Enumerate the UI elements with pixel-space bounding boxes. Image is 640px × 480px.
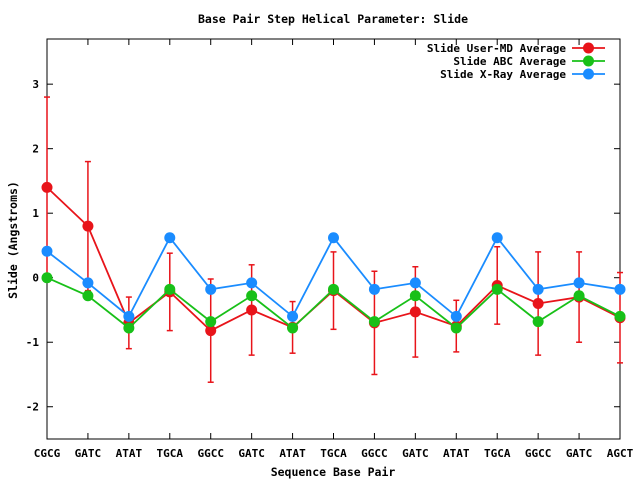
data-point [82, 220, 94, 232]
data-point [573, 277, 585, 289]
x-tick-label: ATAT [279, 447, 306, 460]
y-axis-label: Slide (Angstroms) [6, 181, 20, 299]
legend-label-1: Slide User-MD Average [427, 42, 566, 55]
data-point [614, 310, 626, 322]
data-point [409, 290, 421, 302]
data-point [532, 316, 544, 328]
data-point [123, 322, 135, 334]
data-point [614, 283, 626, 295]
data-point [41, 181, 53, 193]
data-point [368, 316, 380, 328]
data-point [328, 232, 339, 244]
data-point [573, 290, 585, 302]
series-layer [41, 181, 626, 337]
y-tick-label: 1 [32, 207, 39, 220]
data-point [287, 322, 299, 334]
data-point [409, 277, 421, 289]
y-tick-label: 0 [32, 272, 39, 285]
data-point [205, 283, 217, 295]
data-point [532, 298, 544, 310]
data-point [450, 310, 462, 322]
data-point [164, 232, 176, 244]
data-point [409, 306, 421, 318]
chart-title: Base Pair Step Helical Parameter: Slide [198, 12, 468, 26]
data-point [82, 290, 94, 302]
y-tick-label: 2 [32, 143, 39, 156]
data-point [491, 232, 503, 244]
x-tick-label: AGCT [607, 447, 634, 460]
data-point [41, 245, 53, 257]
data-point [123, 310, 135, 322]
x-tick-label: ATAT [116, 447, 143, 460]
data-point [246, 290, 258, 302]
x-tick-label: TGCA [157, 447, 184, 460]
x-tick-label: GGCC [525, 447, 552, 460]
data-point [246, 277, 258, 289]
data-point [491, 283, 503, 295]
data-point [532, 283, 544, 295]
x-tick-label: CGCG [34, 447, 61, 460]
x-tick-label: GATC [238, 447, 265, 460]
x-tick-label: GGCC [197, 447, 224, 460]
data-point [205, 316, 217, 328]
y-tick-label: -2 [26, 401, 39, 414]
x-tick-label: TGCA [320, 447, 347, 460]
data-point [164, 283, 176, 295]
data-point [328, 283, 339, 295]
data-point [82, 277, 94, 289]
x-axis-label: Sequence Base Pair [271, 465, 396, 479]
legend-swatch-marker [583, 42, 594, 54]
x-tick-label: ATAT [443, 447, 470, 460]
x-tick-label: GATC [75, 447, 102, 460]
data-point [205, 325, 217, 337]
data-point [450, 322, 462, 334]
data-point [368, 283, 380, 295]
x-tick-label: GATC [566, 447, 593, 460]
data-point [41, 272, 53, 284]
data-point [287, 310, 299, 322]
x-tick-label: TGCA [484, 447, 511, 460]
x-axis-ticks: CGCG GATC ATAT TGCA GGCC GATC ATAT TGCA GGCC GATC… [34, 39, 634, 460]
legend-swatch-marker [583, 55, 594, 67]
x-tick-label: GGCC [361, 447, 388, 460]
x-tick-label: GATC [402, 447, 429, 460]
legend-label-2: Slide ABC Average [453, 55, 566, 68]
legend-label-3: Slide X-Ray Average [440, 68, 566, 81]
legend-swatch-marker [583, 68, 594, 80]
y-tick-label: -1 [26, 336, 40, 349]
y-tick-label: 3 [32, 78, 39, 91]
y-axis-ticks: -2 -1 0 1 2 3 [26, 78, 620, 414]
data-point [246, 304, 258, 316]
